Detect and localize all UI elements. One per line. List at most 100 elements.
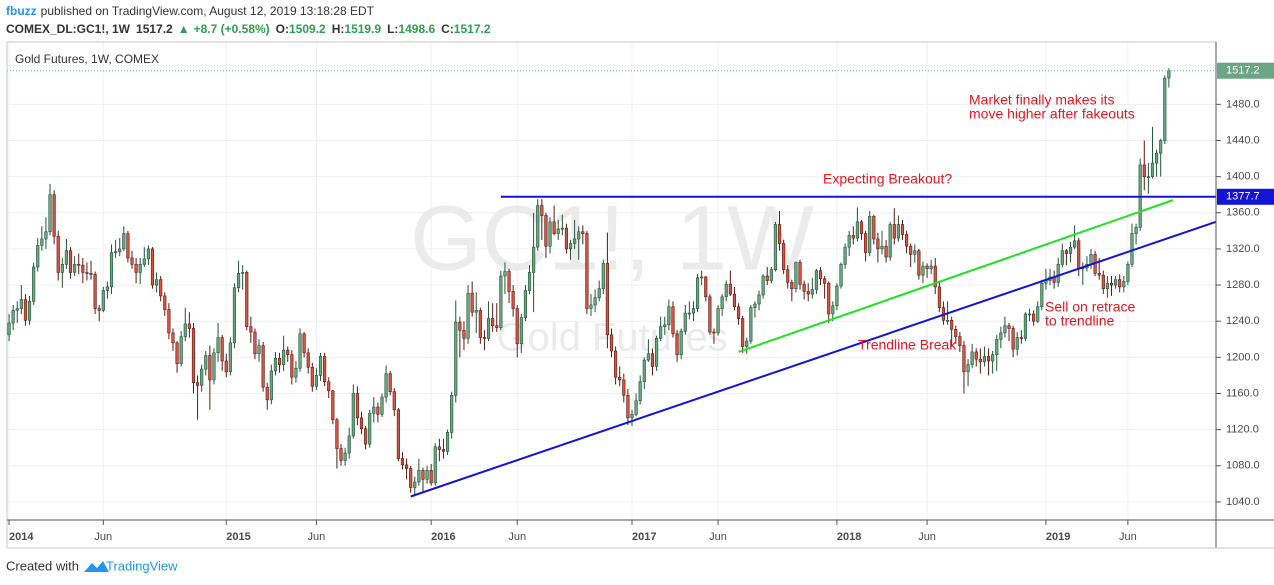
candle-body bbox=[982, 356, 987, 363]
y-tick-label: 1240.0 bbox=[1226, 315, 1260, 327]
candle-body bbox=[806, 291, 810, 295]
published: published on TradingView.com, August 12,… bbox=[41, 4, 375, 18]
candle-body bbox=[64, 250, 68, 265]
candle-body bbox=[905, 234, 909, 247]
candle-body bbox=[163, 295, 167, 310]
candle-body bbox=[917, 250, 921, 276]
candle-body bbox=[966, 364, 970, 373]
candle-body bbox=[458, 321, 462, 331]
candle-body bbox=[77, 263, 81, 266]
candle-body bbox=[704, 276, 708, 298]
candle-body bbox=[253, 331, 257, 355]
candle-body bbox=[892, 224, 896, 239]
candle-body bbox=[118, 248, 122, 252]
ohlc-prefix: L: bbox=[387, 22, 398, 36]
candle-body bbox=[290, 354, 294, 378]
candle-body bbox=[1089, 254, 1093, 265]
candle-body bbox=[405, 464, 409, 469]
ohlc-value: 1519.9 bbox=[344, 22, 381, 36]
candle-body bbox=[798, 262, 802, 285]
candle-body bbox=[351, 393, 355, 437]
candle-body bbox=[68, 250, 73, 273]
candle-body bbox=[675, 333, 679, 355]
ohlc-prefix: C: bbox=[441, 22, 454, 36]
candle-body bbox=[474, 310, 478, 313]
candle-body bbox=[101, 290, 105, 311]
annotation: Market finally makes its bbox=[969, 92, 1114, 108]
y-tick-label: 1400.0 bbox=[1226, 171, 1260, 183]
candle-body bbox=[655, 338, 659, 367]
candle-body bbox=[318, 356, 323, 376]
candle-body bbox=[376, 406, 380, 415]
y-tick-label: 1040.0 bbox=[1226, 496, 1260, 508]
candle-body bbox=[462, 329, 466, 339]
candle-body bbox=[950, 320, 954, 330]
candle-body bbox=[388, 373, 392, 392]
candle-body bbox=[876, 238, 880, 250]
candle-body bbox=[445, 432, 450, 452]
candle-body bbox=[769, 269, 773, 281]
candle-body bbox=[249, 326, 253, 333]
candle-body bbox=[1003, 325, 1007, 334]
candle-body bbox=[958, 336, 962, 346]
candle-body bbox=[1040, 282, 1044, 308]
candle-body bbox=[646, 353, 650, 361]
y-tick-label: 1360.0 bbox=[1226, 207, 1260, 219]
candle-body bbox=[548, 221, 552, 247]
candle-body bbox=[236, 273, 241, 289]
candle-body bbox=[421, 470, 425, 480]
candle-body bbox=[679, 330, 683, 355]
candle-body bbox=[1027, 313, 1032, 316]
candle-body bbox=[511, 291, 515, 309]
candle-body bbox=[872, 216, 876, 240]
candle-body bbox=[310, 366, 314, 387]
candle-body bbox=[1126, 263, 1130, 282]
candle-body bbox=[847, 235, 851, 248]
candle-body bbox=[499, 275, 503, 328]
candle-body bbox=[1097, 273, 1101, 276]
candle-body bbox=[306, 352, 310, 368]
candle-body bbox=[851, 235, 855, 239]
candle-body bbox=[974, 351, 978, 360]
candle-body bbox=[277, 357, 282, 365]
candle-body bbox=[864, 233, 868, 253]
candle-body bbox=[593, 297, 597, 306]
candle-body bbox=[97, 308, 101, 311]
candle-body bbox=[999, 332, 1003, 340]
candle-body bbox=[257, 345, 261, 355]
candle-body bbox=[700, 276, 704, 279]
candle-body bbox=[93, 273, 97, 309]
x-tick-label: Jun bbox=[1119, 531, 1137, 543]
candle-body bbox=[515, 308, 519, 345]
ohlc-prefix: O: bbox=[276, 22, 289, 36]
candle-body bbox=[478, 310, 482, 338]
candle-body bbox=[1114, 279, 1118, 286]
candle-body bbox=[609, 334, 614, 352]
symbol: COMEX_DL:GC1!, 1W bbox=[6, 22, 131, 36]
candle-body bbox=[913, 250, 917, 255]
x-tick-label: Jun bbox=[918, 531, 936, 543]
candle-body bbox=[1019, 337, 1023, 339]
candle-body bbox=[286, 349, 290, 355]
candle-body bbox=[503, 271, 507, 277]
candle-body bbox=[73, 263, 77, 273]
footer: Created with TradingView bbox=[6, 558, 178, 573]
candle-body bbox=[302, 333, 306, 354]
candle-body bbox=[204, 355, 208, 370]
candle-body bbox=[978, 358, 982, 363]
candle-body bbox=[691, 308, 696, 314]
candle-body bbox=[536, 205, 540, 248]
candle-body bbox=[179, 336, 183, 364]
candle-body bbox=[159, 279, 163, 297]
candle-body bbox=[212, 352, 216, 381]
x-tick-label: 2016 bbox=[431, 531, 455, 543]
candle-body bbox=[773, 224, 778, 271]
candle-body bbox=[200, 368, 204, 386]
ohlc-value: 1498.6 bbox=[398, 22, 435, 36]
last-price-label: 1517.2 bbox=[1226, 65, 1260, 77]
candle-body bbox=[486, 318, 491, 339]
candle-body bbox=[482, 337, 487, 339]
candle-body bbox=[146, 248, 150, 260]
candle-body bbox=[1150, 162, 1155, 177]
